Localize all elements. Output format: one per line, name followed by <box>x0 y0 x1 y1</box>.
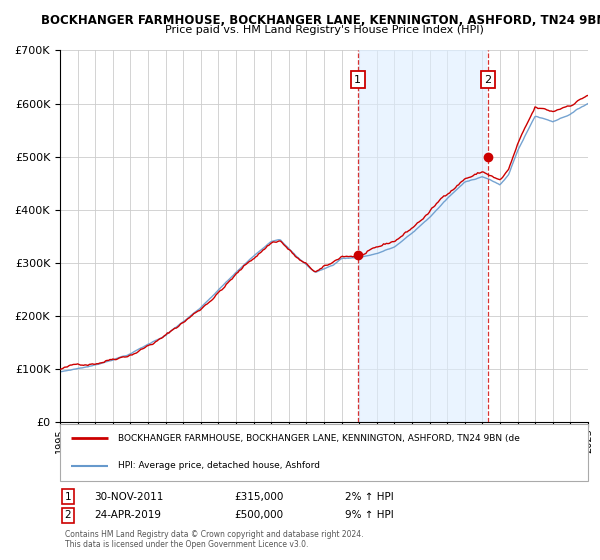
Text: 1: 1 <box>65 492 71 502</box>
Text: BOCKHANGER FARMHOUSE, BOCKHANGER LANE, KENNINGTON, ASHFORD, TN24 9BN: BOCKHANGER FARMHOUSE, BOCKHANGER LANE, K… <box>41 14 600 27</box>
Text: HPI: Average price, detached house, Ashford: HPI: Average price, detached house, Ashf… <box>118 461 320 470</box>
Text: 2: 2 <box>65 510 71 520</box>
Text: 24-APR-2019: 24-APR-2019 <box>94 510 161 520</box>
Text: Price paid vs. HM Land Registry's House Price Index (HPI): Price paid vs. HM Land Registry's House … <box>164 25 484 35</box>
Text: £500,000: £500,000 <box>234 510 283 520</box>
Text: 2% ↑ HPI: 2% ↑ HPI <box>345 492 394 502</box>
Text: This data is licensed under the Open Government Licence v3.0.: This data is licensed under the Open Gov… <box>65 540 308 549</box>
Text: 2: 2 <box>484 74 491 85</box>
Text: £315,000: £315,000 <box>234 492 284 502</box>
Text: BOCKHANGER FARMHOUSE, BOCKHANGER LANE, KENNINGTON, ASHFORD, TN24 9BN (de: BOCKHANGER FARMHOUSE, BOCKHANGER LANE, K… <box>118 434 520 443</box>
Text: 1: 1 <box>354 74 361 85</box>
FancyBboxPatch shape <box>60 423 588 480</box>
Text: 9% ↑ HPI: 9% ↑ HPI <box>345 510 394 520</box>
Text: Contains HM Land Registry data © Crown copyright and database right 2024.: Contains HM Land Registry data © Crown c… <box>65 530 364 539</box>
Text: 30-NOV-2011: 30-NOV-2011 <box>94 492 164 502</box>
